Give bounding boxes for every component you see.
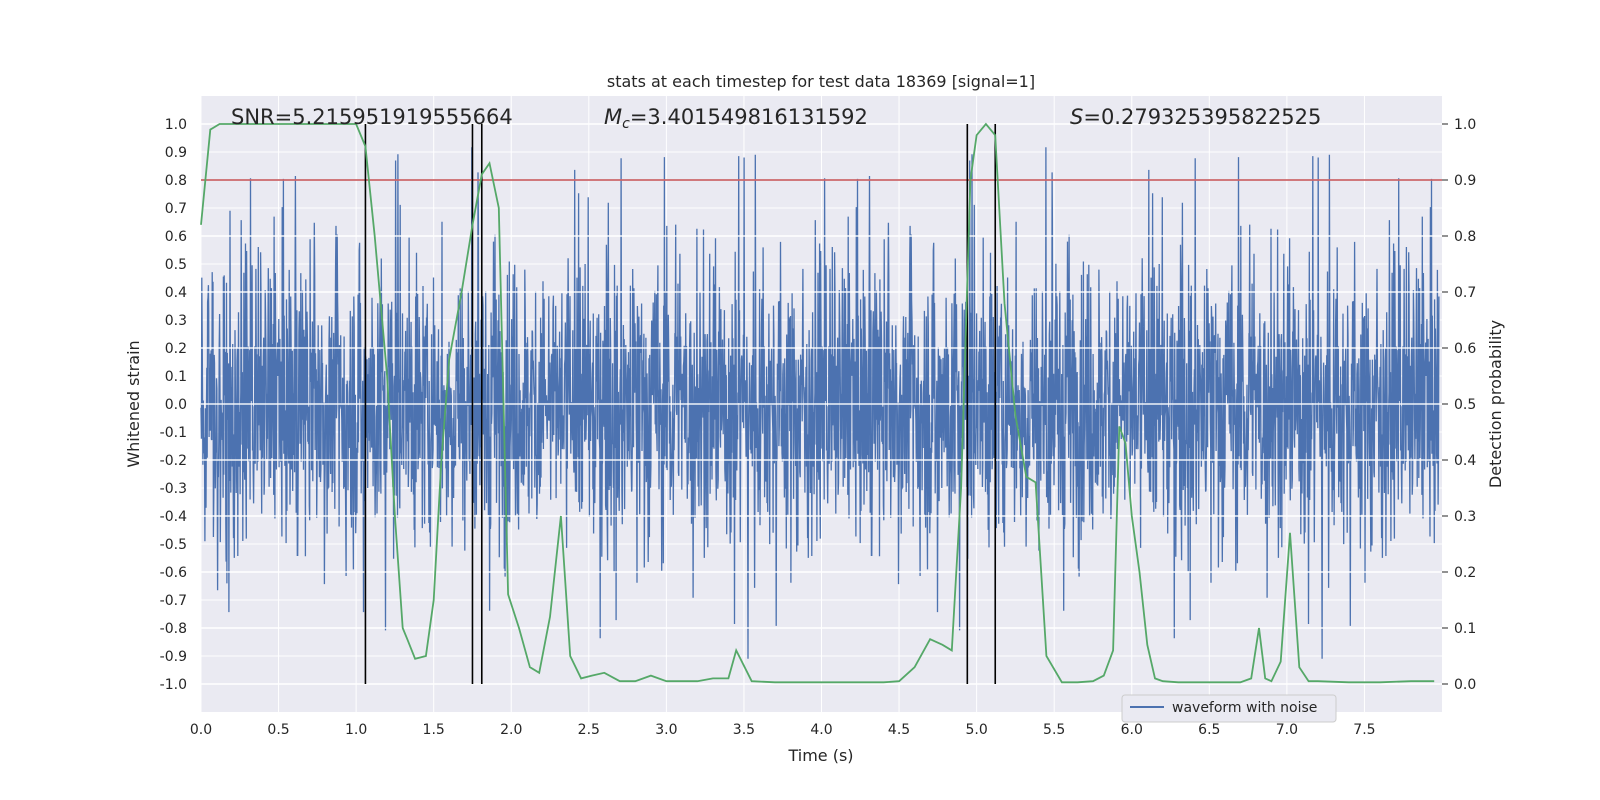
y-right-tick-label: 0.8 [1454,229,1476,245]
x-tick-label: 6.0 [1121,722,1143,738]
x-tick-labels: 0.0 0.5 1.0 1.5 2.0 2.5 3.0 3.5 4.0 4.5 5.0 5.5 6.0 6… [190,722,1376,738]
y-tick-label: -0.9 [160,649,187,665]
y-tick-label: -0.6 [160,565,187,581]
x-tick-label: 6.5 [1198,722,1220,738]
x-tick-label: 2.5 [578,722,600,738]
y-tick-label: 0.1 [165,369,187,385]
y-tick-label: 0.3 [165,313,187,329]
y-tick-label: 0.4 [165,285,187,301]
y-tick-label: 1.0 [165,117,187,133]
x-tick-label: 2.0 [500,722,522,738]
y-axis-label: Whitened strain [124,340,143,467]
y-right-tick-label: 0.2 [1454,565,1476,581]
y-right-tick-label: 0.3 [1454,509,1476,525]
y-right-axis-label: Detection probability [1486,320,1505,488]
x-tick-label: 7.5 [1353,722,1375,738]
y-right-tick-label: 0.7 [1454,285,1476,301]
x-tick-label: 3.0 [655,722,677,738]
overlay [200,122,1442,685]
y-tick-label: -0.8 [160,621,187,637]
y-tick-label: 0.7 [165,201,187,217]
x-tick-label: 3.5 [733,722,755,738]
y-tick-label: 0.0 [165,397,187,413]
waveform-series [200,147,1440,659]
y-tick-label: 0.2 [165,341,187,357]
y-tick-label: -0.3 [160,481,187,497]
y-right-tick-label: 0.9 [1454,173,1476,189]
y-tick-label: 0.5 [165,257,187,273]
x-tick-label: 5.0 [965,722,987,738]
x-tick-label: 4.5 [888,722,910,738]
y-tick-labels: 1.0 0.9 0.8 0.7 0.6 0.5 0.4 0.3 0.2 0.1 0.0 -0.1 -0.… [160,117,187,693]
y-right-tick-labels: 1.0 0.9 0.8 0.7 0.6 0.5 0.4 0.3 0.2 0.1 0.0 [1442,117,1476,693]
y-tick-label: -0.2 [160,453,187,469]
chirp-mass-value: =3.401549816131592 [630,105,868,129]
legend-entry-waveform: waveform with noise [1172,700,1317,716]
y-tick-label: -0.4 [160,509,187,525]
x-tick-label: 1.5 [423,722,445,738]
y-right-tick-label: 0.5 [1454,397,1476,413]
y-tick-label: 0.8 [165,173,187,189]
y-tick-label: -0.7 [160,593,187,609]
s-value: =0.279325395822525 [1083,105,1321,129]
s-symbol: S [1070,105,1083,129]
snr-annotation: SNR=5.215951919555664 [231,105,513,129]
y-right-tick-label: 0.1 [1454,621,1476,637]
y-tick-label: -0.1 [160,425,187,441]
x-tick-label: 5.5 [1043,722,1065,738]
x-tick-label: 1.0 [345,722,367,738]
waveform-line [200,147,1440,659]
chirp-mass-annotation: Mc=3.401549816131592 [604,105,868,132]
legend: waveform with noise [1121,694,1337,723]
x-axis-label: Time (s) [787,746,853,765]
y-tick-label: 0.9 [165,145,187,161]
x-tick-label: 7.0 [1276,722,1298,738]
y-tick-label: -0.5 [160,537,187,553]
chirp-mass-subscript: c [622,116,630,132]
legend-box [1121,694,1337,723]
s-annotation: S=0.279325395822525 [1070,105,1321,129]
x-tick-label: 0.0 [190,722,212,738]
y-tick-label: 0.6 [165,229,187,245]
y-right-tick-label: 0.6 [1454,341,1476,357]
chart-title: stats at each timestep for test data 183… [607,72,1035,91]
x-tick-label: 0.5 [267,722,289,738]
x-tick-label: 4.0 [810,722,832,738]
y-right-tick-label: 0.4 [1454,453,1476,469]
chirp-mass-symbol: M [604,105,622,129]
y-right-tick-label: 1.0 [1454,117,1476,133]
y-tick-label: -1.0 [160,677,187,693]
y-right-tick-label: 0.0 [1454,677,1476,693]
